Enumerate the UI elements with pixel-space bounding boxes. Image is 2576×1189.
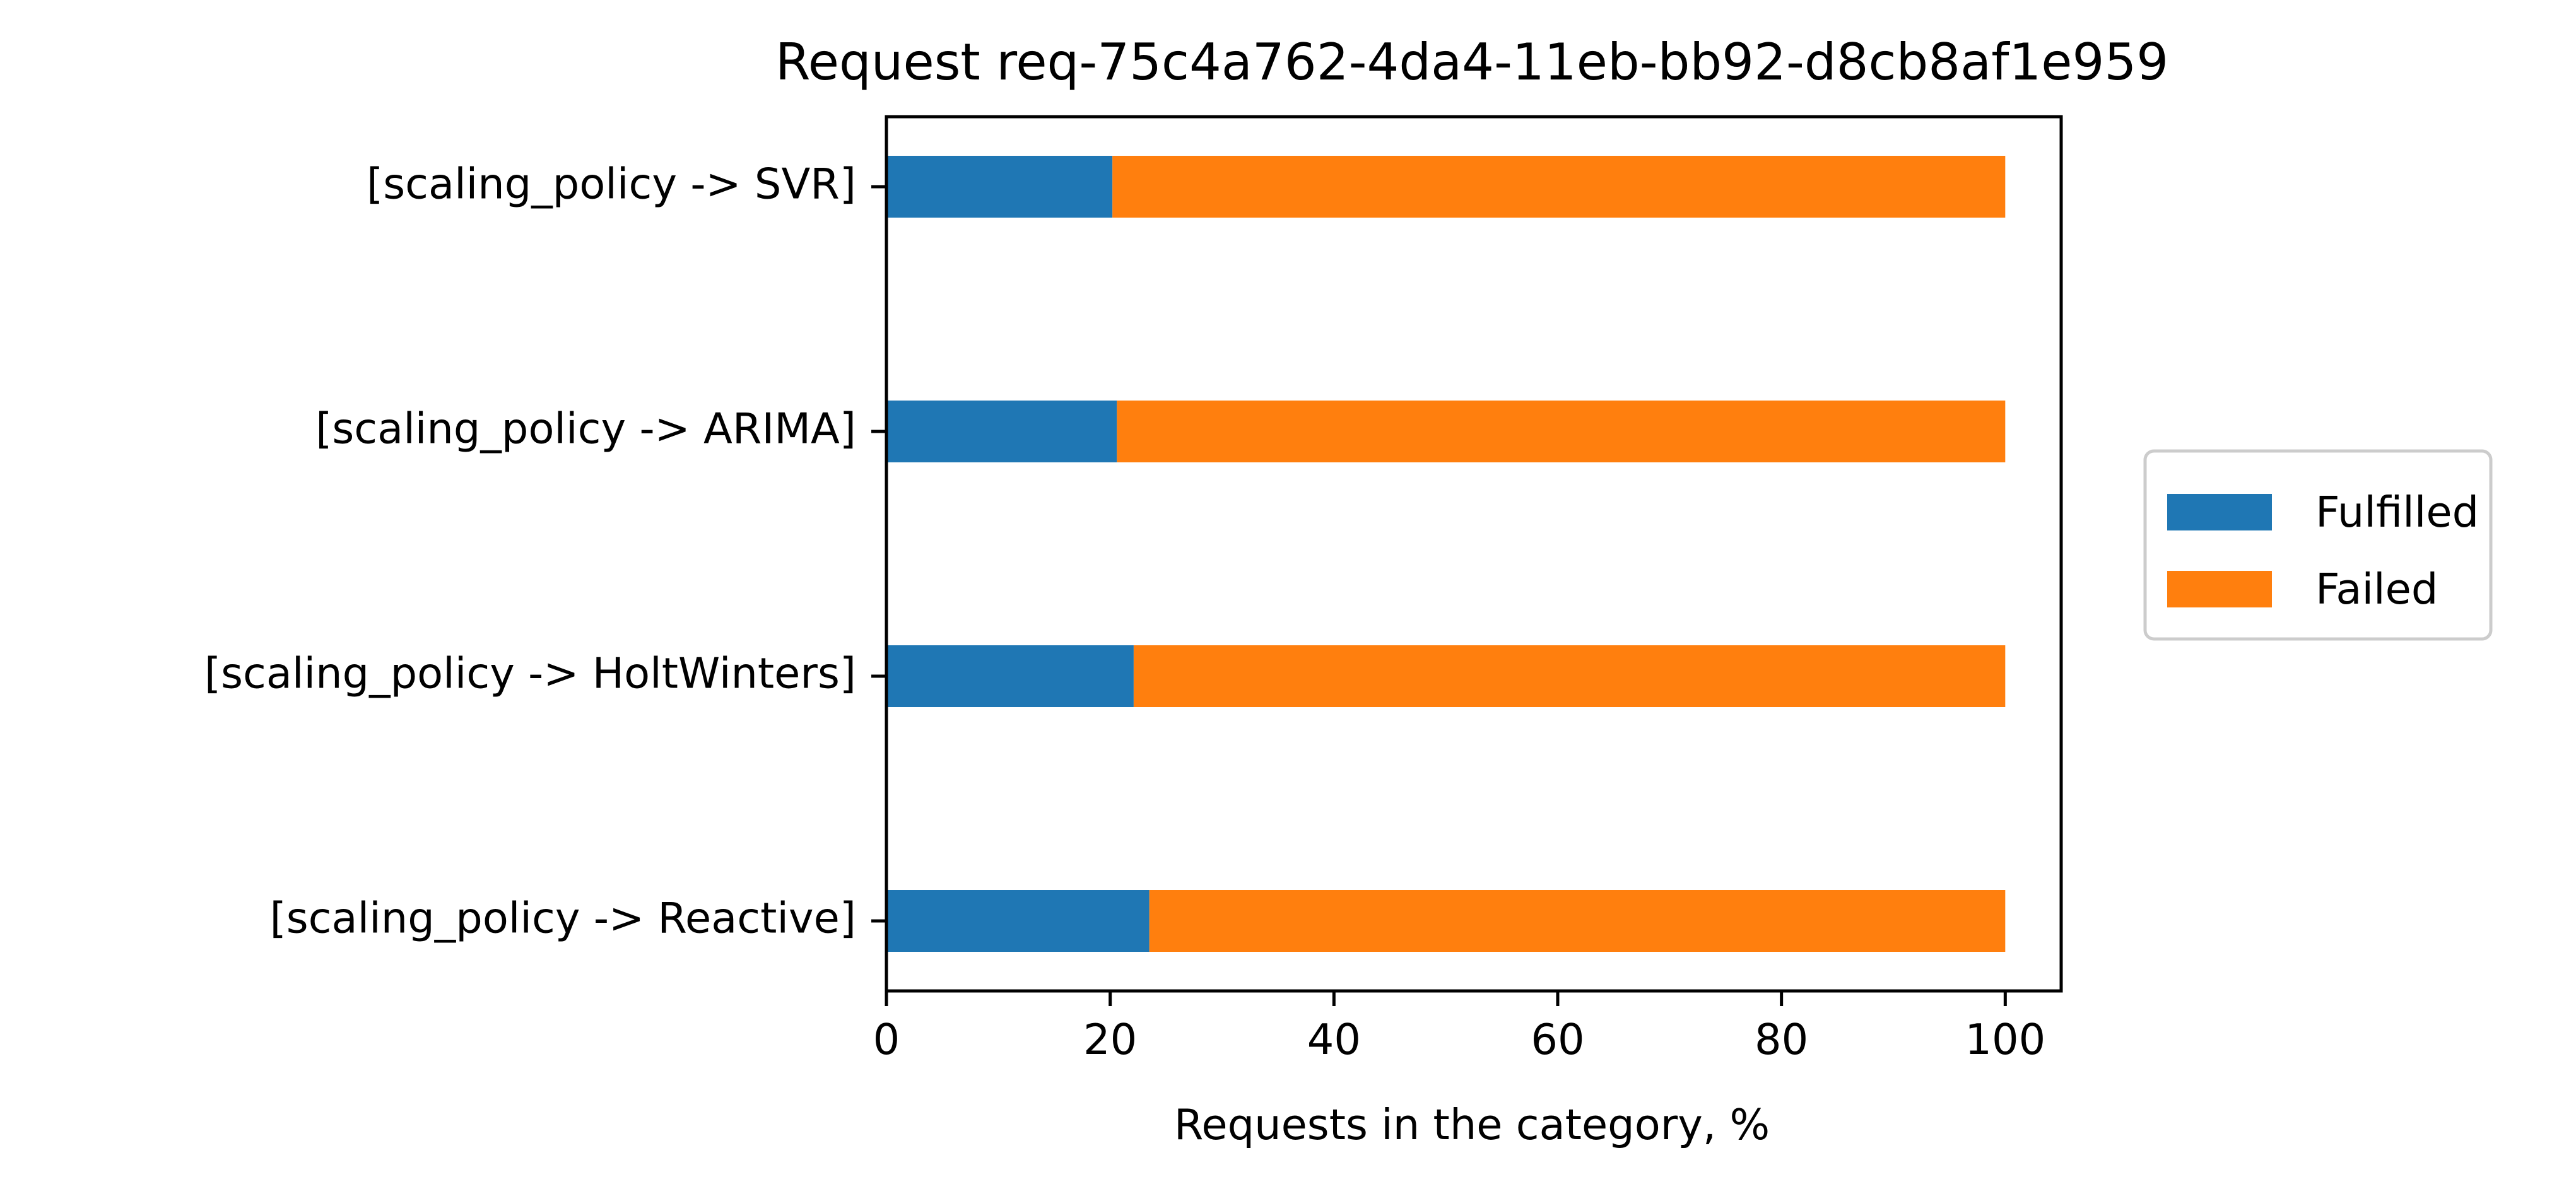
x-axis: 0 20 40 60 80 100 — [873, 991, 2045, 1064]
bar-failed-scaling-policy-svr — [1112, 156, 2006, 218]
legend: Fulfilled Failed — [2143, 449, 2493, 641]
x-tick-label: 100 — [1965, 1015, 2045, 1064]
x-tick-label: 20 — [1083, 1015, 1137, 1064]
bar-fulfilled-scaling-policy-reactive — [886, 890, 1150, 952]
x-tick-label: 80 — [1755, 1015, 1808, 1064]
legend-swatch-fulfilled — [2167, 494, 2272, 530]
bar-fulfilled-scaling-policy-holtwinters — [886, 645, 1134, 707]
x-tick-label: 40 — [1307, 1015, 1361, 1064]
bar-fulfilled-scaling-policy-arima — [886, 401, 1117, 462]
bar-fulfilled-scaling-policy-svr — [886, 156, 1113, 218]
legend-swatch-failed — [2167, 571, 2272, 607]
x-axis-label: Requests in the category, % — [1174, 1100, 1770, 1149]
bars-group — [886, 156, 2006, 952]
y-tick-label: [scaling_policy -> HoltWinters] — [204, 649, 856, 698]
bar-failed-scaling-policy-arima — [1117, 401, 2006, 462]
y-tick-label: [scaling_policy -> Reactive] — [270, 894, 856, 943]
plot-frame — [885, 115, 2063, 993]
x-tick-label: 60 — [1531, 1015, 1584, 1064]
legend-label-fulfilled: Fulfilled — [2315, 488, 2479, 537]
bar-failed-scaling-policy-holtwinters — [1133, 645, 2006, 707]
y-axis: [scaling_policy -> SVR] [scaling_policy -… — [204, 160, 886, 943]
y-tick-label: [scaling_policy -> SVR] — [367, 160, 856, 209]
chart-title: Request req-75c4a762-4da4-11eb-bb92-d8cb… — [775, 33, 2168, 91]
legend-label-failed: Failed — [2315, 565, 2438, 614]
bar-failed-scaling-policy-reactive — [1149, 890, 2006, 952]
y-tick-label: [scaling_policy -> ARIMA] — [315, 404, 856, 454]
x-tick-label: 0 — [873, 1015, 900, 1064]
